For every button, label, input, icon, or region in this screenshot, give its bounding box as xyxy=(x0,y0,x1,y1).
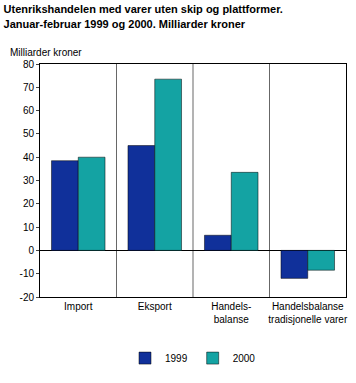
svg-text:0: 0 xyxy=(28,245,34,256)
svg-text:1999: 1999 xyxy=(165,353,188,364)
svg-text:30: 30 xyxy=(23,175,35,186)
svg-text:Handels-balanse: Handels-balanse xyxy=(211,301,251,325)
svg-text:60: 60 xyxy=(23,105,35,116)
svg-text:20: 20 xyxy=(23,198,35,209)
svg-text:-20: -20 xyxy=(20,292,35,303)
svg-text:80: 80 xyxy=(23,59,35,70)
svg-text:Handelsbalansetradisjonelle va: Handelsbalansetradisjonelle varer xyxy=(268,301,348,325)
svg-text:2000: 2000 xyxy=(233,353,256,364)
svg-text:Eksport: Eksport xyxy=(138,301,172,312)
svg-text:Milliarder kroner: Milliarder kroner xyxy=(10,47,82,58)
svg-text:Import: Import xyxy=(64,301,93,312)
svg-text:40: 40 xyxy=(23,152,35,163)
svg-text:-10: -10 xyxy=(20,268,35,279)
svg-text:10: 10 xyxy=(23,222,35,233)
svg-text:50: 50 xyxy=(23,128,35,139)
svg-text:Utenrikshandelen med varer ute: Utenrikshandelen med varer uten skip og … xyxy=(4,3,283,29)
svg-text:70: 70 xyxy=(23,82,35,93)
